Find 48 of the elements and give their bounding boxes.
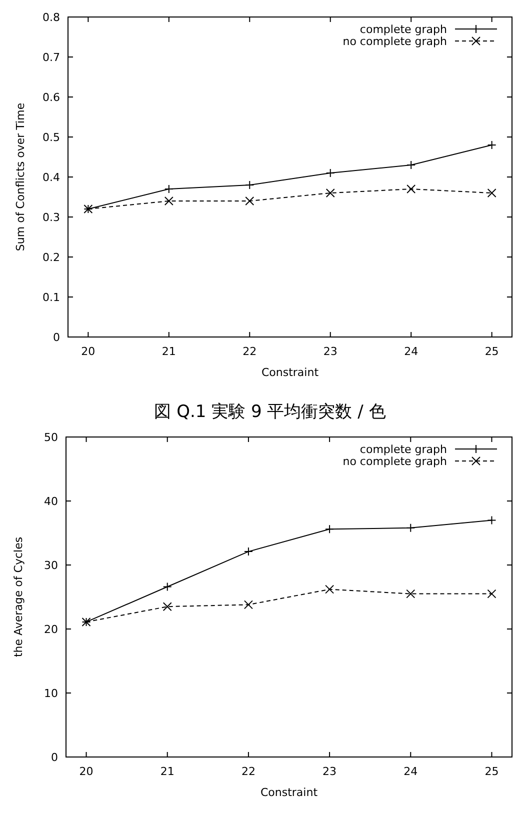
x-tick-label: 21 <box>160 765 174 778</box>
point <box>164 196 174 206</box>
y-tick-label: 50 <box>44 430 58 444</box>
x-tick-label: 22 <box>241 765 256 778</box>
y-tick-label: 0 <box>53 330 60 344</box>
x-tick-label: 23 <box>322 765 337 778</box>
point <box>162 602 172 612</box>
x-axis-title: Constraint <box>261 366 320 379</box>
point <box>325 584 334 594</box>
x-tick-label: 21 <box>162 345 176 358</box>
text: 図 Q.1 実験 9 平均衝突数 / 色 <box>154 402 386 422</box>
y-tick-label: 20 <box>44 622 58 636</box>
x-tick-label: 24 <box>404 345 418 358</box>
point <box>487 589 496 598</box>
x-tick-label: 23 <box>323 345 338 358</box>
y-axis-title: the Average of Cycles <box>12 536 25 658</box>
x-tick-label: 25 <box>484 765 499 778</box>
x-tick-label: 25 <box>484 345 499 358</box>
legend-label: complete graph <box>360 22 448 36</box>
point <box>487 188 496 198</box>
y-tick-label: 40 <box>44 494 58 508</box>
legend-label: no complete graph <box>342 454 448 468</box>
y-tick-label: 0.8 <box>42 10 60 24</box>
legend-label: complete graph <box>360 442 448 456</box>
y-tick-label: 0.7 <box>42 50 60 64</box>
y-tick-label: 10 <box>44 686 58 700</box>
point <box>406 589 416 598</box>
y-tick-label: 30 <box>44 558 58 572</box>
y-tick-label: 0.6 <box>42 90 60 104</box>
y-tick-label: 0.1 <box>42 290 60 304</box>
point <box>244 600 253 610</box>
x-axis-title: Constraint <box>260 786 318 799</box>
point <box>162 582 172 592</box>
y-tick-label: 0.2 <box>42 250 60 264</box>
point <box>245 196 254 206</box>
x-tick-label: 22 <box>242 345 257 358</box>
point <box>406 184 416 194</box>
y-tick-label: 0.5 <box>42 130 60 144</box>
x-tick-label: 20 <box>81 345 96 358</box>
y-tick-label: 0.4 <box>42 170 60 184</box>
x-tick-label: 20 <box>79 765 94 778</box>
y-axis-title: Sum of Conflicts over Time <box>14 102 27 252</box>
point <box>326 188 335 198</box>
y-tick-label: 0.3 <box>42 210 60 224</box>
point <box>487 516 496 525</box>
x-tick-label: 24 <box>404 765 418 778</box>
y-tick-label: 0 <box>51 750 58 764</box>
legend-label: no complete graph <box>342 34 448 48</box>
